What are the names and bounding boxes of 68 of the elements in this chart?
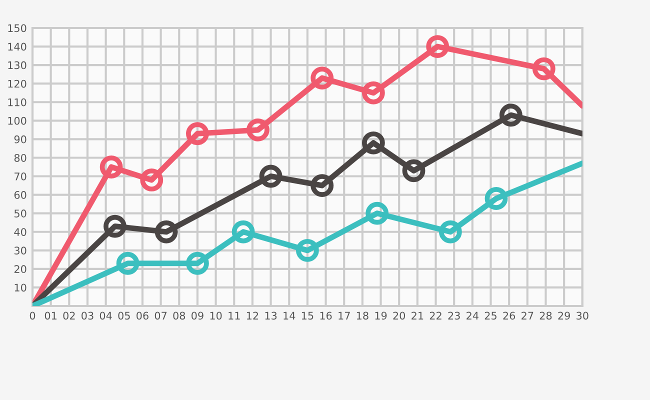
point: [362, 131, 385, 154]
x-tick-label: 0: [30, 312, 36, 320]
point: [532, 57, 556, 80]
x-tick-label: 21: [412, 312, 424, 320]
point: [104, 214, 126, 238]
x-tick-label: 02: [63, 312, 75, 320]
y-tick-label: 80: [14, 154, 26, 162]
point: [426, 35, 450, 58]
y-tick-label: 90: [14, 135, 26, 144]
x-tick-label: 24: [466, 312, 478, 320]
point: [310, 174, 334, 197]
point: [259, 164, 282, 188]
point: [186, 252, 209, 275]
x-tick-label: 01: [44, 312, 56, 320]
x-tick-label: 30: [576, 312, 588, 320]
point: [362, 81, 385, 104]
point: [484, 187, 508, 210]
x-tick-label: 15: [302, 312, 314, 320]
point: [116, 252, 140, 275]
y-tick-label: 30: [14, 246, 26, 255]
point: [232, 220, 255, 244]
point: [296, 238, 319, 262]
x-tick-label: 06: [136, 312, 148, 320]
x-tick-label: 20: [393, 312, 406, 320]
x-tick-label: 16: [320, 312, 332, 320]
x-tick-label: 14: [284, 312, 296, 320]
y-tick-label: 60: [14, 191, 26, 199]
y-tick-label: 150: [8, 24, 26, 32]
y-tick-label: 110: [8, 98, 26, 106]
x-tick-label: 03: [82, 312, 94, 320]
x-tick-label: 04: [100, 312, 112, 320]
x-tick-label: 23: [448, 312, 460, 320]
point: [140, 168, 164, 192]
y-tick-label: 120: [8, 80, 26, 88]
x-tick-label: 25: [484, 312, 496, 320]
point: [154, 220, 178, 244]
x-tick-label: 05: [118, 312, 130, 320]
x-tick-label: 26: [503, 312, 516, 320]
x-tick-label: 18: [356, 312, 368, 320]
point: [499, 104, 522, 127]
x-tick-label: 29: [558, 312, 570, 320]
point: [310, 66, 334, 90]
x-tick-label: 22: [430, 312, 442, 320]
x-tick-label: 12: [246, 312, 258, 320]
x-tick-label: 07: [154, 312, 167, 320]
y-tick-label: 40: [14, 228, 26, 236]
point: [186, 122, 209, 146]
y-tick-label: 10: [14, 284, 26, 292]
x-tick-label: 19: [375, 312, 387, 320]
y-tick-label: 140: [8, 42, 26, 51]
y-tick-label: 50: [14, 210, 26, 218]
y-tick-label: 20: [14, 265, 26, 274]
point: [246, 118, 270, 142]
x-tick-label: 17: [338, 312, 350, 320]
point: [402, 159, 426, 182]
y-tick-label: 130: [8, 61, 26, 70]
point: [366, 202, 389, 225]
x-tick-label: 27: [522, 312, 534, 320]
point: [100, 156, 123, 178]
x-tick-label: 08: [173, 312, 186, 320]
y-tick-label: 100: [8, 116, 26, 125]
x-tick-label: 13: [265, 312, 277, 320]
x-tick-label: 09: [192, 312, 204, 320]
x-tick-label: 10: [210, 312, 222, 320]
point: [438, 220, 462, 244]
x-tick-label: 28: [540, 312, 552, 320]
y-tick-label: 70: [14, 172, 26, 180]
x-tick-label: 11: [228, 312, 240, 320]
